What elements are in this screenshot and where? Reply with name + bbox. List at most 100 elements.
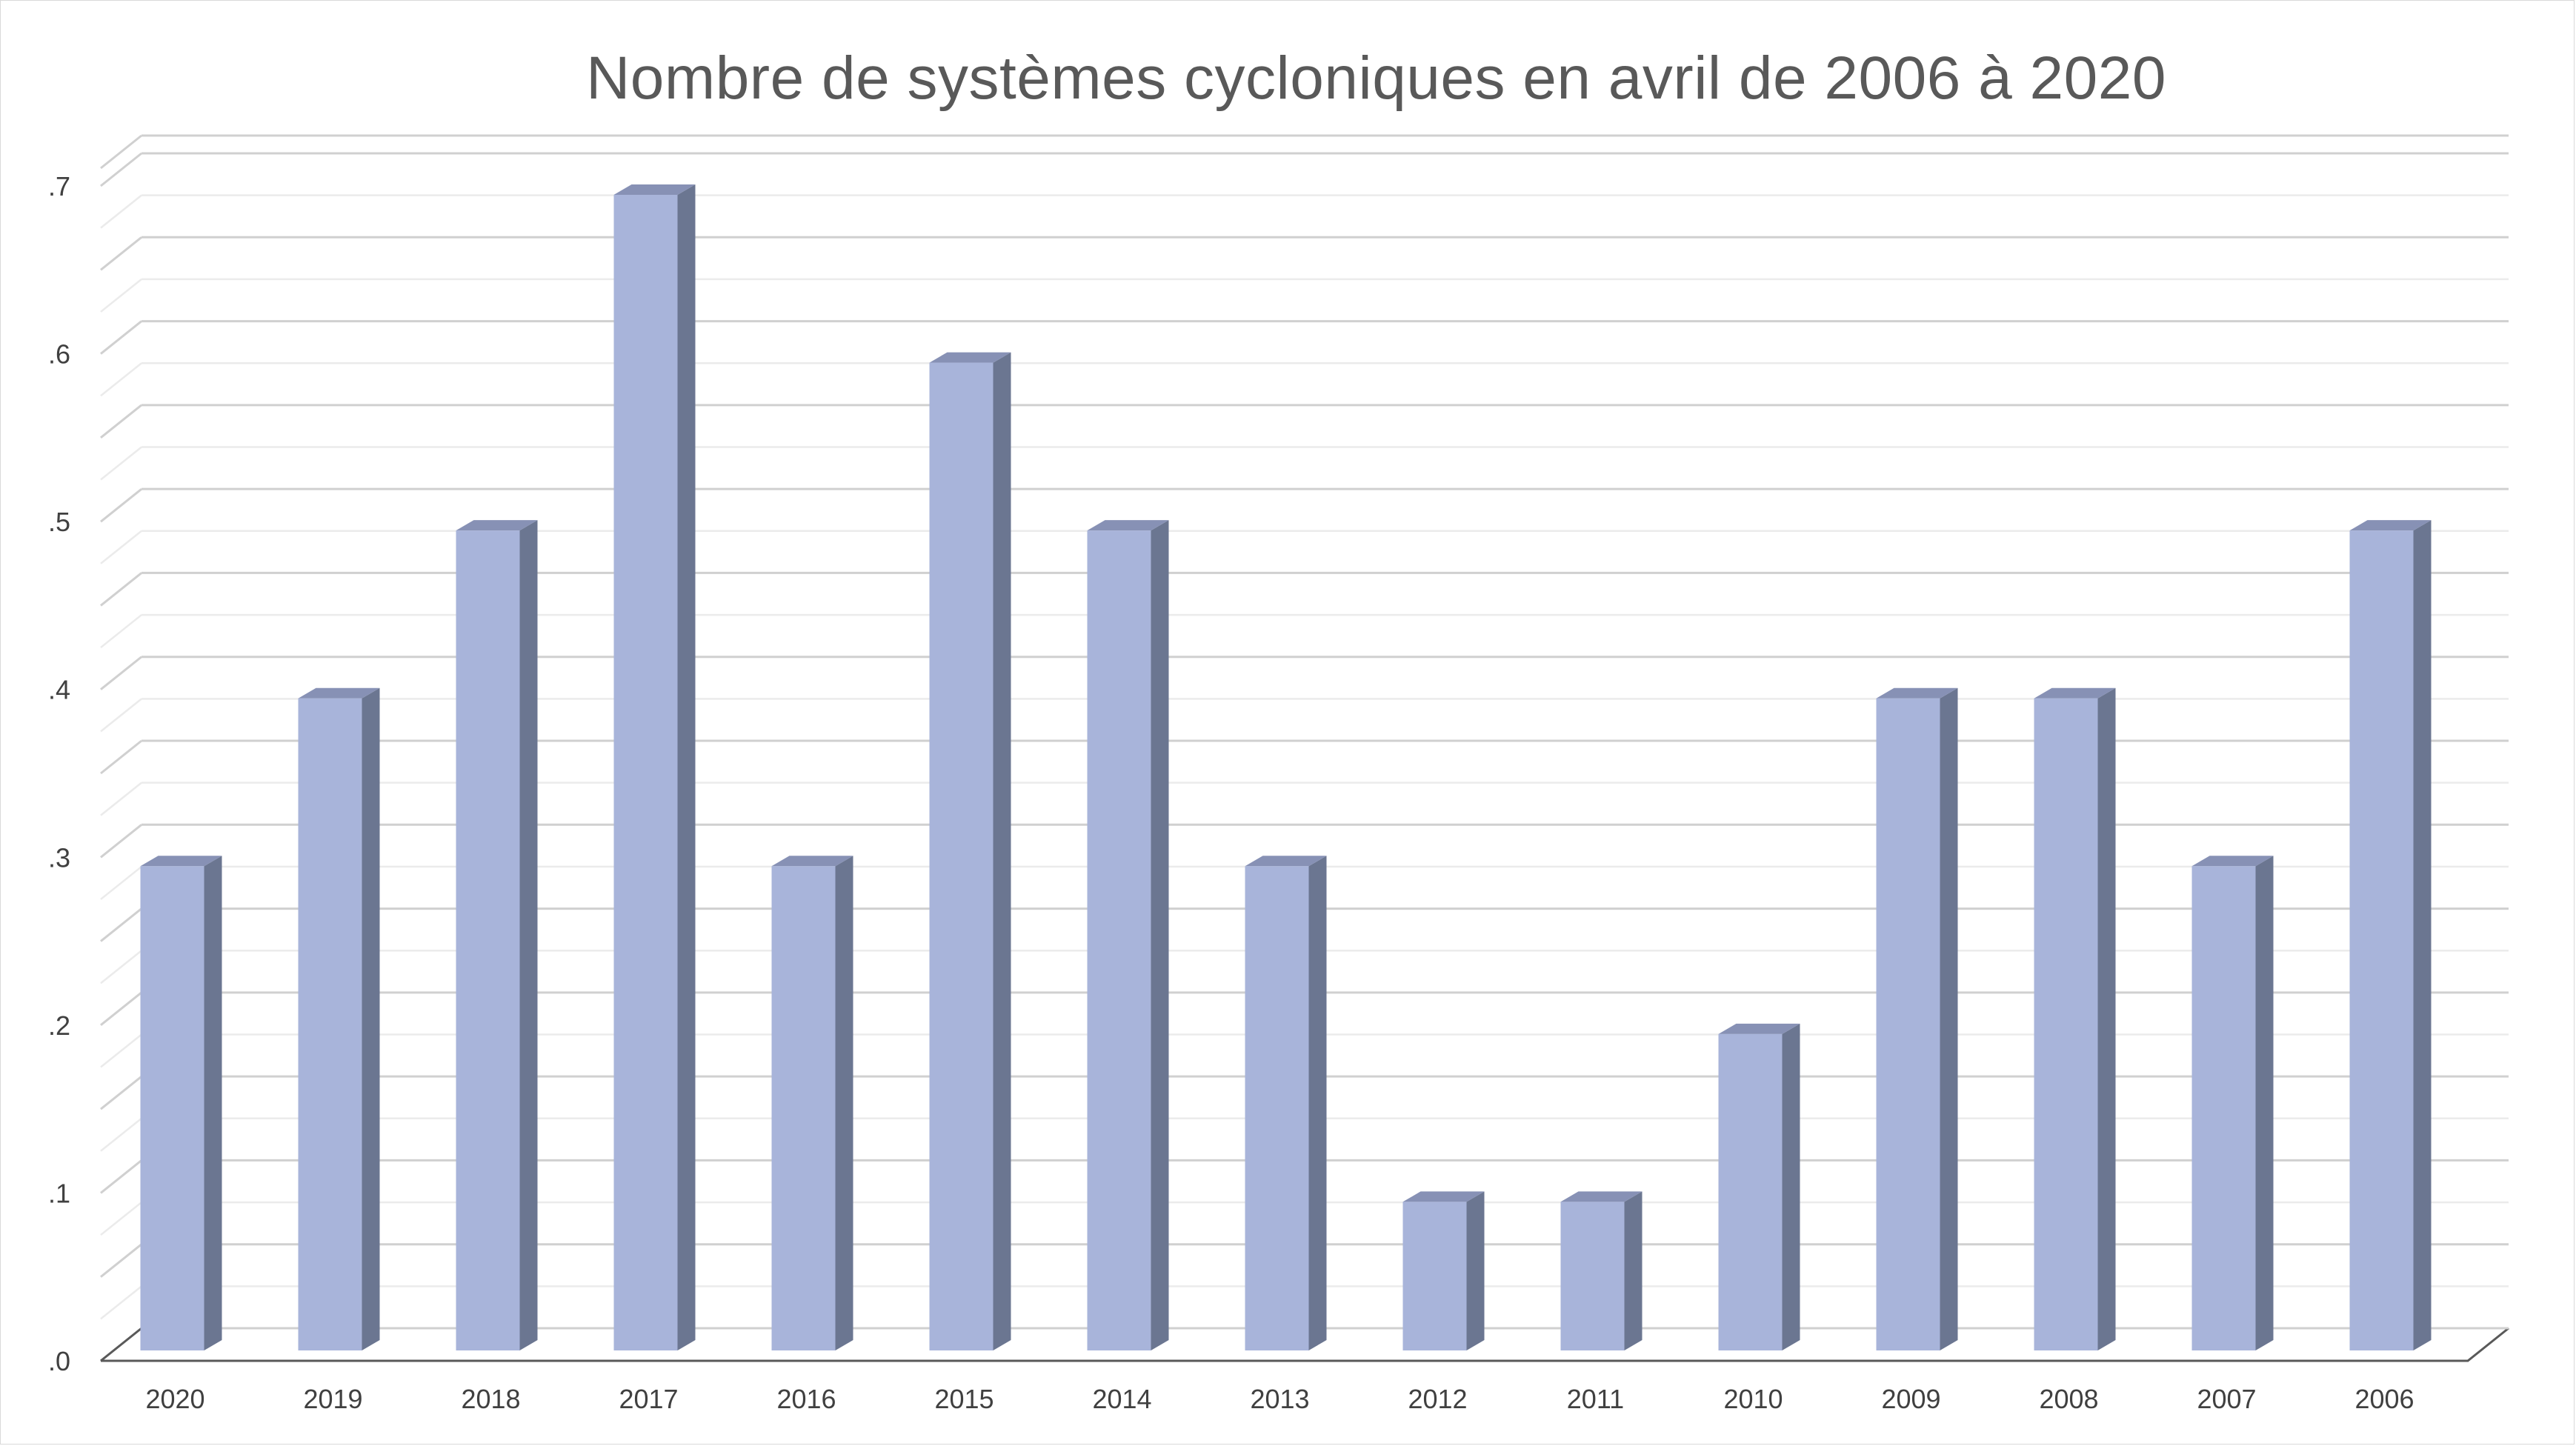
bar-front <box>1087 530 1151 1351</box>
y-tick-label: .4 <box>48 675 70 705</box>
y-tick-label: .1 <box>48 1178 70 1208</box>
bar-front <box>1560 1202 1625 1350</box>
grid-line <box>100 1202 142 1236</box>
grid-line <box>100 991 142 1027</box>
bar-top <box>298 687 380 699</box>
y-tick-label: .6 <box>48 339 70 370</box>
bar-2008 <box>2034 687 2116 1350</box>
bar-top <box>140 856 222 867</box>
bar-side <box>1466 1191 1485 1350</box>
grid-line <box>100 698 142 733</box>
grid-line <box>100 446 142 481</box>
x-tick-label: 2018 <box>461 1384 520 1414</box>
bar-2015 <box>929 352 1011 1351</box>
floor-edge <box>100 1327 142 1362</box>
bar-top <box>1245 856 1327 867</box>
bar-top <box>456 520 538 531</box>
grid-line <box>100 824 142 859</box>
bar-2017 <box>613 184 696 1350</box>
y-tick-label: .3 <box>48 842 70 873</box>
grid-line <box>100 865 142 900</box>
bar-side <box>993 352 1011 1351</box>
bar-top <box>2034 687 2116 699</box>
grid-line <box>100 739 142 775</box>
bar-2014 <box>1087 520 1169 1351</box>
bar-2018 <box>456 520 538 1351</box>
bar-side <box>204 856 222 1350</box>
bar-side <box>1151 520 1169 1351</box>
grid-line <box>100 134 142 170</box>
bar-front <box>929 362 994 1351</box>
grid-line <box>100 1033 142 1068</box>
x-tick-label: 2014 <box>1092 1384 1151 1414</box>
bar-front <box>1876 698 1940 1350</box>
grid-line <box>100 1075 142 1110</box>
grid-line <box>100 487 142 523</box>
x-tick-label: 2015 <box>934 1384 994 1414</box>
grid-line <box>100 907 142 942</box>
bar-side <box>2255 856 2274 1350</box>
y-tick-label: .2 <box>48 1010 70 1041</box>
x-tick-label: 2012 <box>1408 1384 1467 1414</box>
bar-side <box>1782 1023 1800 1350</box>
bar-front <box>771 866 836 1350</box>
bar-side <box>835 856 853 1350</box>
bar-2020 <box>140 856 222 1350</box>
y-tick-label: .7 <box>48 171 70 201</box>
x-tick-label: 2011 <box>1567 1384 1624 1414</box>
x-tick-label: 2008 <box>2039 1384 2098 1414</box>
x-tick-label: 2010 <box>1723 1384 1783 1414</box>
bar-front <box>1245 866 1309 1350</box>
x-tick-label: 2007 <box>2197 1384 2256 1414</box>
bar-front <box>2349 530 2414 1351</box>
bar-side <box>677 184 696 1350</box>
x-tick-label: 2006 <box>2354 1384 2414 1414</box>
bar-side <box>2413 520 2432 1351</box>
grid-line <box>100 236 142 271</box>
grid-line <box>100 1159 142 1194</box>
x-tick-label: 2017 <box>619 1384 678 1414</box>
grid-line <box>100 656 142 690</box>
bars-layer <box>140 184 2432 1351</box>
bar-top <box>929 352 1011 363</box>
x-tick-label: 2009 <box>1881 1384 1940 1414</box>
x-axis-line <box>101 1327 2509 1362</box>
bar-2013 <box>1245 856 1327 1350</box>
grid-line <box>100 1117 142 1152</box>
bar-front <box>456 530 520 1351</box>
bar-top <box>1560 1191 1643 1202</box>
bar-front <box>2034 698 2098 1350</box>
bar-front <box>1718 1033 1783 1350</box>
bar-side <box>1624 1191 1643 1350</box>
bar-2006 <box>2349 520 2432 1351</box>
y-tick-label: .5 <box>48 507 70 537</box>
bar-top <box>771 856 853 867</box>
grid-line <box>100 1285 142 1320</box>
grid-line <box>100 1243 142 1278</box>
bar-2009 <box>1876 687 1958 1350</box>
bar-2010 <box>1718 1023 1800 1350</box>
grid-line <box>100 320 142 355</box>
bar-top <box>1402 1191 1485 1202</box>
grid-line <box>100 404 142 439</box>
bar-front <box>2191 866 2256 1350</box>
grid-line <box>100 950 142 984</box>
x-tick-labels: 2020 2019 2018 2017 2016 2015 2014 2013 2012 2011… <box>145 1384 2414 1414</box>
bar-side <box>1308 856 1327 1350</box>
bar-top <box>1876 687 1958 699</box>
bar-2007 <box>2191 856 2274 1350</box>
bar-front <box>1402 1202 1467 1350</box>
bar-top <box>2349 520 2432 531</box>
bar-top <box>1087 520 1169 531</box>
bar-2012 <box>1402 1191 1485 1350</box>
x-tick-label: 2019 <box>303 1384 362 1414</box>
chart-title: Nombre de systèmes cycloniques en avril … <box>586 44 2166 112</box>
bar-2019 <box>298 687 380 1350</box>
bar-top <box>1718 1023 1800 1034</box>
bar-side <box>2097 687 2116 1350</box>
y-tick-labels: .0 .1 .2 .3 .4 .5 .6 .7 <box>48 171 70 1376</box>
grid-line <box>100 572 142 607</box>
grid-line <box>100 152 142 187</box>
bar-side <box>519 520 538 1351</box>
